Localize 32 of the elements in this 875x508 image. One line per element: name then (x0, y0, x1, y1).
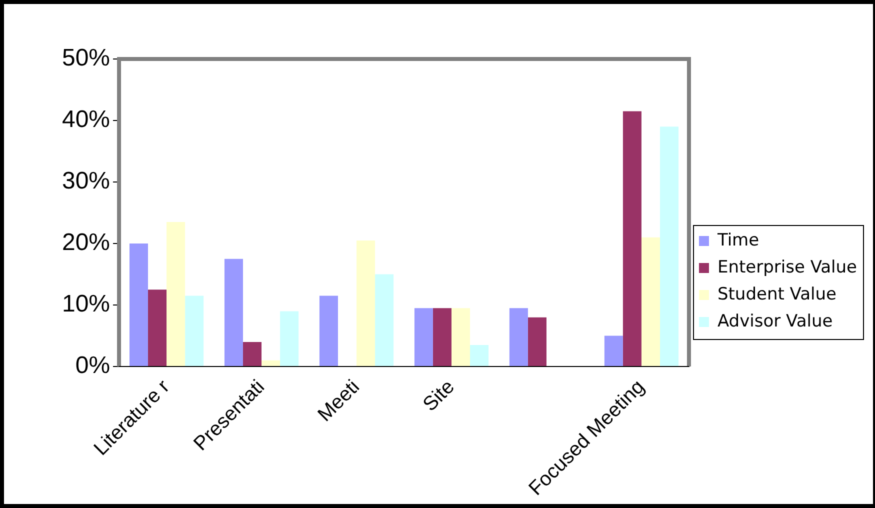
y-tick-label: 20% (62, 229, 110, 256)
bar (375, 274, 394, 366)
y-tick-label: 50% (62, 44, 110, 72)
legend-label: Time (716, 230, 760, 250)
bar (451, 308, 470, 366)
bar (528, 317, 546, 366)
bar (604, 336, 623, 366)
x-tick-label: Site (419, 376, 459, 416)
y-tick-label: 0% (75, 352, 110, 380)
bar (242, 342, 262, 366)
legend-label: Advisor Value (717, 311, 833, 332)
bar (509, 308, 528, 366)
bar (262, 360, 280, 366)
bar (129, 244, 148, 366)
bar (622, 111, 642, 366)
bar (432, 308, 452, 366)
bar (319, 296, 338, 366)
bar (356, 240, 376, 366)
legend-label: Student Value (717, 284, 836, 304)
bar (280, 311, 299, 366)
bar (414, 308, 433, 366)
y-tick-label: 40% (62, 106, 110, 134)
bar (185, 296, 204, 366)
bar (224, 258, 243, 366)
y-tick-label: 30% (62, 168, 110, 195)
bar (641, 237, 660, 366)
bar (166, 222, 186, 366)
bar (148, 290, 167, 366)
legend-label: Enterprise Value (717, 257, 858, 278)
bar (470, 345, 489, 366)
bar (660, 126, 679, 366)
y-tick-label: 10% (62, 290, 110, 318)
